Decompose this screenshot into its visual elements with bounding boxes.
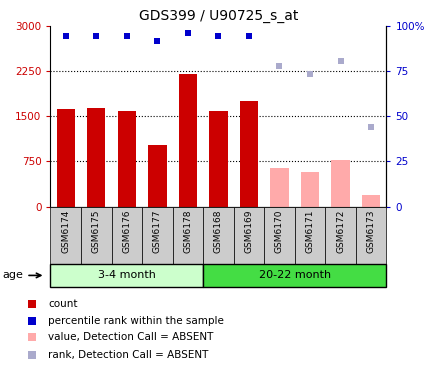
Text: percentile rank within the sample: percentile rank within the sample — [48, 316, 223, 326]
Text: GSM6174: GSM6174 — [61, 210, 70, 253]
Bar — [87, 108, 105, 207]
Bar — [300, 172, 318, 207]
Bar — [117, 111, 136, 207]
Text: GSM6171: GSM6171 — [305, 210, 314, 253]
Text: age: age — [3, 270, 41, 280]
Title: GDS399 / U90725_s_at: GDS399 / U90725_s_at — [138, 9, 297, 23]
Text: GSM6170: GSM6170 — [274, 210, 283, 253]
Bar — [81, 207, 111, 264]
Text: value, Detection Call = ABSENT: value, Detection Call = ABSENT — [48, 332, 213, 343]
Text: count: count — [48, 299, 78, 310]
Bar — [50, 264, 203, 287]
Bar — [264, 207, 294, 264]
Text: 3-4 month: 3-4 month — [98, 270, 155, 280]
Text: GSM6177: GSM6177 — [152, 210, 162, 253]
Bar — [270, 168, 288, 207]
Bar — [209, 111, 227, 207]
Bar — [331, 160, 349, 207]
Bar — [57, 109, 75, 207]
Bar — [178, 74, 197, 207]
Bar — [361, 195, 379, 207]
Text: GSM6176: GSM6176 — [122, 210, 131, 253]
Bar — [172, 207, 203, 264]
Bar — [111, 207, 142, 264]
Text: GSM6173: GSM6173 — [366, 210, 374, 253]
Bar — [239, 101, 258, 207]
Bar — [203, 207, 233, 264]
Bar — [294, 207, 325, 264]
Text: 20-22 month: 20-22 month — [258, 270, 330, 280]
Text: GSM6172: GSM6172 — [335, 210, 344, 253]
Bar — [325, 207, 355, 264]
Bar — [355, 207, 385, 264]
Bar — [233, 207, 264, 264]
Text: GSM6168: GSM6168 — [213, 210, 223, 253]
Bar — [148, 145, 166, 207]
Bar — [203, 264, 385, 287]
Text: GSM6175: GSM6175 — [92, 210, 101, 253]
Text: GSM6178: GSM6178 — [183, 210, 192, 253]
Text: GSM6169: GSM6169 — [244, 210, 253, 253]
Text: rank, Detection Call = ABSENT: rank, Detection Call = ABSENT — [48, 351, 208, 361]
Bar — [50, 207, 81, 264]
Bar — [142, 207, 172, 264]
